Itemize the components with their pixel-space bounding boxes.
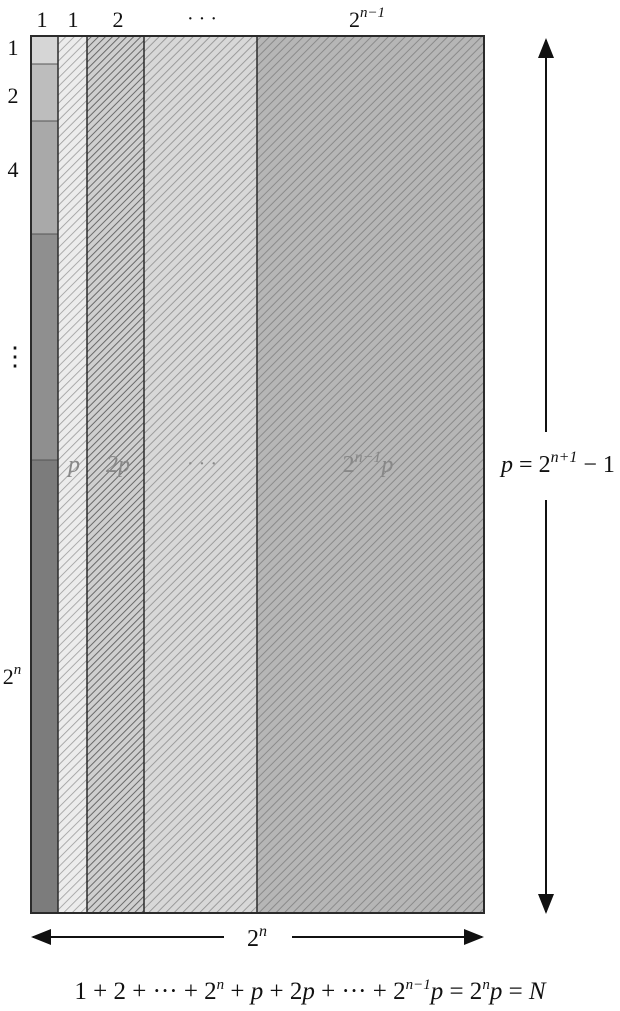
- width-label: 2n: [247, 923, 267, 952]
- column-2n-1p: [257, 36, 484, 913]
- header-col-last: 2n−1: [349, 5, 385, 32]
- value-col2: 2p: [106, 452, 130, 478]
- header-col2: 2: [113, 7, 124, 32]
- column-dots: [144, 36, 257, 913]
- strip-block-2n: [30, 459, 59, 914]
- header-left-strip: 1: [37, 7, 48, 32]
- strip-block-4: [30, 120, 59, 235]
- value-col-last: 2n−1p: [343, 449, 394, 478]
- strip-block-dots: [30, 233, 59, 461]
- header-col1: 1: [68, 7, 79, 32]
- column-2p: [87, 36, 144, 913]
- strip-block-2: [30, 63, 59, 122]
- sum-formula: 1 + 2 + ··· + 2n + p + 2p + ··· + 2n−1p …: [74, 977, 546, 1006]
- header-col-dots: · · ·: [187, 8, 217, 30]
- diagram-outline: [30, 35, 485, 914]
- value-col1: p: [66, 452, 80, 478]
- value-col-dots: · · ·: [187, 453, 217, 475]
- strip-label-1: 1: [8, 35, 19, 60]
- height-label: p = 2n+1 − 1: [499, 449, 615, 478]
- strip-label-2: 2: [8, 83, 19, 108]
- strip-label-vdots: ⋮: [2, 342, 28, 371]
- strip-label-4: 4: [8, 157, 19, 182]
- column-p: [58, 36, 87, 913]
- strip-label-2n: 2n: [3, 662, 22, 689]
- strip-block-1: [30, 35, 59, 65]
